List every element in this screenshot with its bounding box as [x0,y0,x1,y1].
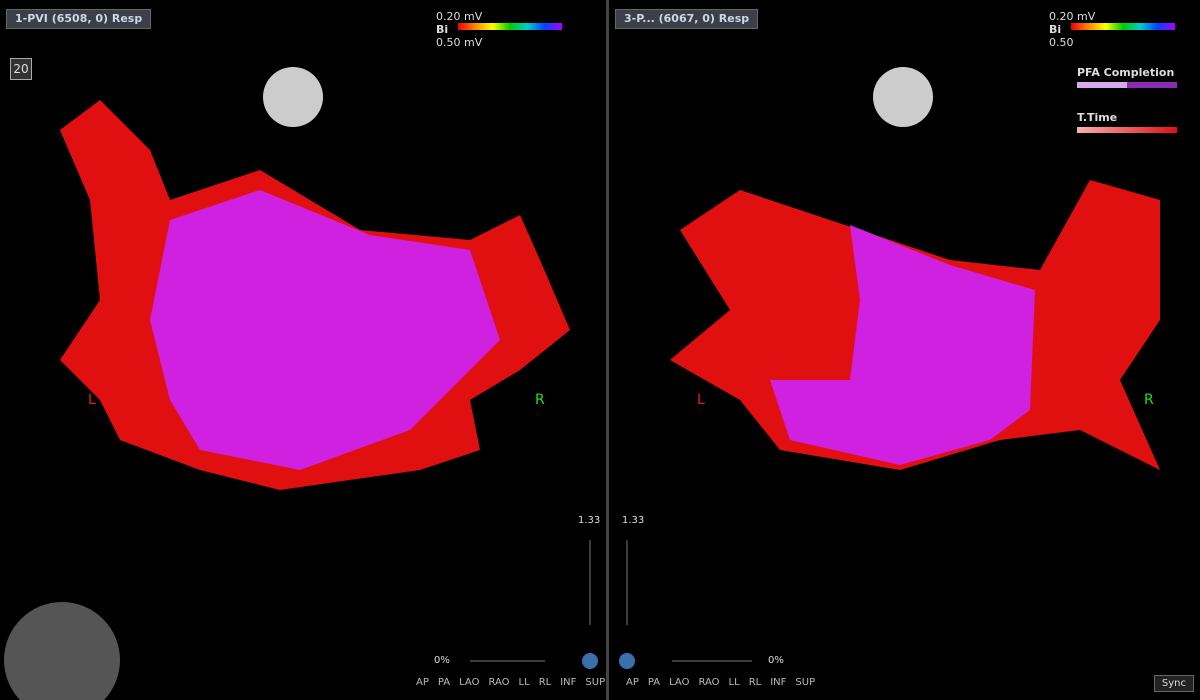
opacity-value: 0% [434,655,450,666]
view-button[interactable]: AP [416,677,429,688]
anatomy-magenta [150,190,500,470]
panel-title[interactable]: 3-P... (6067, 0) Resp [615,9,759,29]
rotate-button[interactable] [582,653,598,669]
scale-max: 0.50 mV [436,36,483,49]
color-scale: 0.20 mV Bi 0.50 mV [436,10,576,49]
view-button[interactable]: RAO [488,677,510,688]
view-button[interactable]: RAO [698,677,720,688]
view-button[interactable]: LL [728,677,740,688]
view-button[interactable]: RL [748,677,762,688]
legend-ttime: T.Time [1077,111,1177,133]
right-label: R [535,392,545,408]
view-panel: 3-P... (6067, 0) Resp 0.20 mV Bi 0.50 L R 1.33… [609,0,1200,700]
view-button[interactable]: PA [437,677,451,688]
legend-bar [1077,127,1177,133]
opacity-value: 0% [768,655,784,666]
legend-bar [1077,82,1177,88]
anatomy-magenta [770,225,1035,465]
left-label: L [697,392,705,408]
right-label: R [1144,392,1154,408]
view-button[interactable]: RL [538,677,552,688]
view-buttons: AP PA LAO RAO LL RL INF SUP [416,677,605,688]
scale-bar [458,23,562,30]
panel-title[interactable]: 1-PVI (6508, 0) Resp [6,9,152,29]
scale-min: 0.20 mV [436,10,483,23]
preset-button[interactable]: 20 [10,58,32,80]
view-button[interactable]: LAO [669,677,690,688]
view-button[interactable]: LL [518,677,530,688]
scale-max: 0.50 [1049,36,1074,49]
view-button[interactable]: LAO [459,677,480,688]
view-button[interactable]: INF [770,677,787,688]
nav-dial[interactable] [4,602,120,700]
left-label: L [88,392,96,408]
zoom-value: 1.33 [622,515,645,526]
panel-divider [606,0,609,700]
legend-label: T.Time [1077,111,1118,124]
legend-pfa: PFA Completion [1077,66,1177,88]
scale-min: 0.20 mV [1049,10,1096,23]
view-button[interactable]: SUP [795,677,816,688]
view-buttons: AP PA LAO RAO LL RL INF SUP [626,677,815,688]
view-panel: 1-PVI (6508, 0) Resp 0.20 mV Bi 0.50 mV 20 L R… [6,9,605,688]
view-button[interactable]: SUP [585,677,606,688]
scale-name: Bi [436,23,449,36]
sync-button[interactable]: Sync [1153,675,1194,692]
orientation-disc [873,67,933,127]
view-button[interactable]: AP [626,677,639,688]
orientation-disc [263,67,323,127]
rotate-button[interactable] [619,653,635,669]
view-button[interactable]: INF [560,677,577,688]
legend-label: PFA Completion [1077,66,1175,79]
zoom-value: 1.33 [578,515,601,526]
scale-bar [1071,23,1175,30]
scale-name: Bi [1049,23,1062,36]
view-button[interactable]: PA [647,677,661,688]
color-scale: 0.20 mV Bi 0.50 [1049,10,1189,49]
